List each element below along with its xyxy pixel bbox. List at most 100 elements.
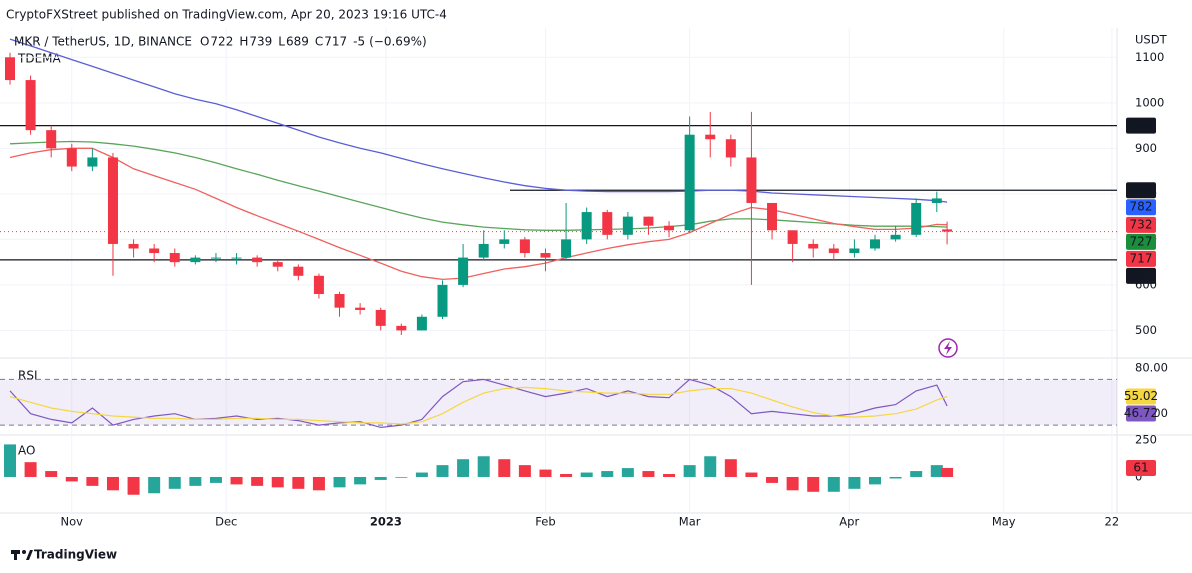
ao-bar [869, 476, 882, 485]
candle-body [396, 325, 407, 331]
ao-bar [580, 472, 593, 477]
indicator-name: TDEMA [17, 52, 62, 66]
ao-bar [271, 476, 284, 488]
price-badge-label: 808 [1130, 183, 1153, 197]
legend-text: 739 [249, 35, 272, 49]
ao-bar [45, 471, 58, 477]
footer-brand: TradingView [34, 548, 117, 562]
x-tick-label: Dec [215, 515, 237, 529]
candle-body [705, 134, 716, 140]
ao-bar [745, 472, 758, 477]
y-tick-label: 1000 [1135, 95, 1164, 109]
candle-body [581, 212, 592, 240]
ao-bar [766, 476, 779, 483]
y-tick-label: 80.00 [1135, 361, 1168, 375]
candle-body [210, 257, 221, 259]
price-badge [1126, 233, 1156, 250]
ao-label: AO [18, 444, 35, 458]
candle-body [375, 309, 386, 326]
rsi-line [9, 378, 948, 429]
ao-bar [457, 459, 470, 477]
publisher: CryptoFXStreet published on TradingView.… [6, 8, 447, 22]
ao-bar [395, 476, 408, 478]
price-badge-label: 782 [1130, 200, 1153, 214]
candle-body [499, 239, 510, 244]
x-tick-label: Mar [679, 515, 701, 529]
ao-bar [683, 465, 696, 477]
legend-text: H [239, 35, 248, 49]
price-badge-label: 732 [1130, 217, 1153, 231]
candle-body [107, 157, 118, 244]
candle-body [849, 248, 860, 254]
ema-line [9, 140, 948, 231]
y-tick-label: 500 [1135, 323, 1157, 337]
candle-body [231, 257, 242, 259]
x-tick-label: Nov [61, 515, 84, 529]
ao-bar [941, 467, 954, 477]
x-tick-label: Feb [535, 515, 555, 529]
ao-bar [127, 476, 140, 495]
ema-line [9, 38, 948, 203]
price-badge [1126, 199, 1156, 216]
price-badge-label: 55.02 [1124, 389, 1158, 403]
ao-bar [889, 476, 902, 479]
candle-body [540, 253, 551, 258]
rsi-line [9, 386, 948, 425]
ao-bar [168, 476, 181, 489]
ao-bar [230, 476, 243, 485]
x-tick-label: Apr [839, 515, 859, 529]
price-badge-label: 61 [1133, 460, 1148, 474]
ao-bar [209, 476, 222, 483]
candle-body [602, 212, 613, 235]
price-badge [1126, 216, 1156, 233]
candle-body [931, 198, 942, 203]
candle-body [149, 248, 160, 254]
price-badge [1126, 182, 1156, 199]
candle-body [519, 239, 530, 254]
ao-bar [724, 459, 737, 477]
ao-bar [498, 459, 511, 477]
ao-bar [312, 476, 325, 491]
ao-bar [848, 476, 861, 489]
legend-text: MKR / TetherUS, 1D, BINANCE [14, 35, 192, 49]
ao-bar [354, 476, 367, 485]
y-tick-label: 250 [1135, 432, 1157, 446]
lightning-icon[interactable] [938, 338, 958, 358]
candle-body [746, 157, 757, 203]
ao-bar [189, 476, 202, 486]
candle-body [684, 134, 695, 231]
ao-bar [251, 476, 264, 486]
candle-body [355, 307, 366, 310]
legend-text: O [200, 35, 209, 49]
x-tick-label: 22 [1105, 515, 1120, 529]
candle-body [664, 225, 675, 231]
candle-body [252, 257, 263, 263]
price-badge-label: 950 [1130, 118, 1153, 132]
ao-bar [642, 471, 655, 477]
candle-body [808, 243, 819, 249]
candle-body [561, 239, 572, 258]
plot-area [0, 28, 1117, 513]
tv-logo [11, 550, 33, 560]
price-badge [1126, 267, 1156, 284]
x-tick-label: 2023 [370, 515, 402, 529]
ao-bar [333, 476, 346, 488]
price-badge [1126, 388, 1156, 405]
y-tick-label: 1100 [1135, 50, 1164, 64]
legend-text: 689 [286, 35, 309, 49]
candle-body [942, 229, 953, 232]
y-tick-label: 0 [1135, 469, 1142, 483]
price-badge [1126, 250, 1156, 267]
candle-body [870, 239, 881, 249]
ao-bar [24, 462, 37, 477]
ao-bar [704, 456, 717, 477]
legend-text: C [315, 35, 323, 49]
candle-body [46, 130, 57, 149]
candle-body [169, 253, 180, 263]
currency: USDT [1135, 33, 1168, 47]
candle-body [87, 157, 98, 167]
ao-bar [930, 465, 943, 477]
candle-body [437, 284, 448, 317]
candle-body [25, 80, 36, 131]
